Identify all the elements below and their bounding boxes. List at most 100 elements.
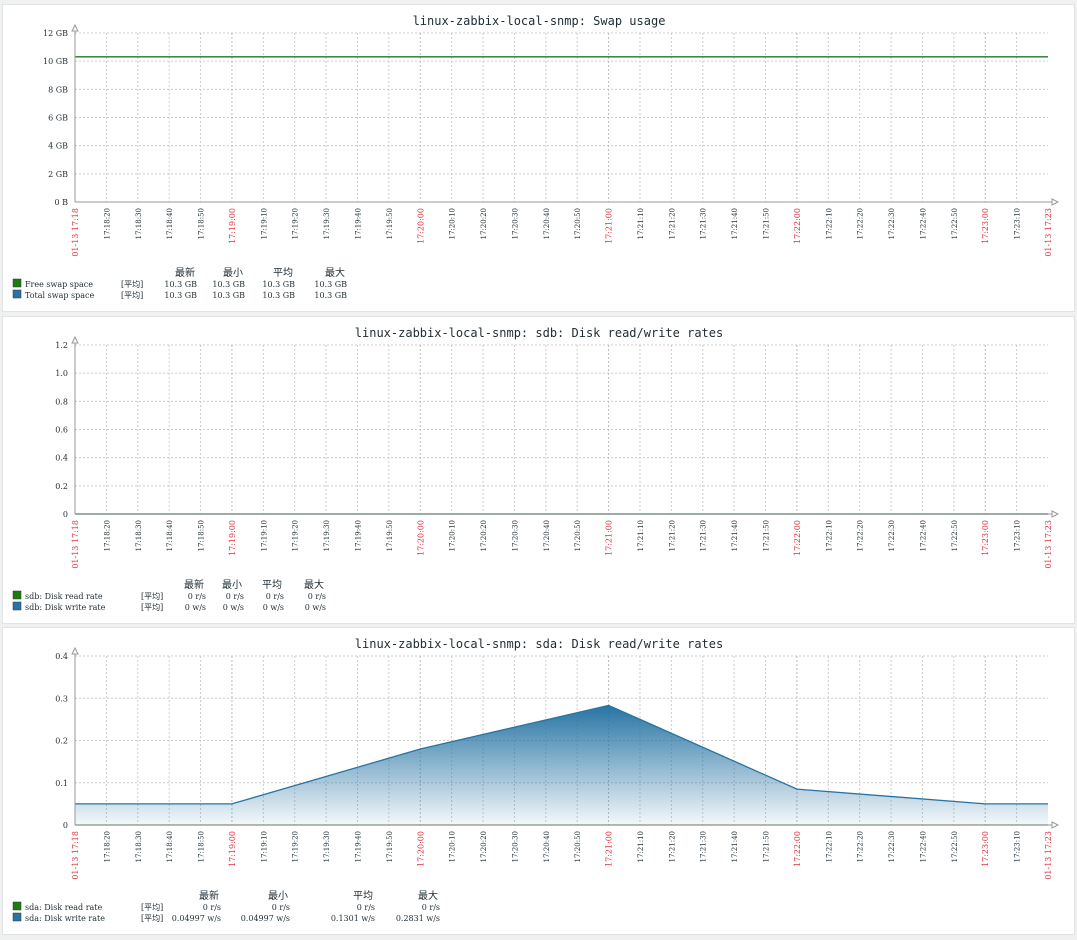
legend-stat-value: 0 r/s	[266, 592, 284, 601]
x-tick-label: 17:22:40	[919, 831, 927, 862]
legend-stat-value: 0 r/s	[226, 592, 244, 601]
x-start-label: 01-13 17:18	[71, 208, 80, 257]
y-axis-arrow	[71, 646, 79, 655]
x-tick-label: 17:22:00	[793, 208, 802, 244]
x-tick-label: 17:21:20	[668, 831, 676, 862]
x-tick-label: 17:20:20	[480, 520, 488, 551]
y-tick-label: 0.2	[55, 482, 68, 491]
legend-header: 最小	[268, 890, 288, 902]
x-tick-label: 17:19:50	[386, 208, 394, 239]
x-tick-label: 17:18:30	[135, 208, 143, 239]
x-tick-label: 17:22:00	[793, 520, 802, 556]
x-tick-label: 17:21:10	[637, 208, 645, 239]
legend-stat-value: 0.1301 w/s	[331, 914, 375, 923]
x-tick-label: 17:22:30	[888, 520, 896, 551]
x-tick-label: 17:21:10	[637, 520, 645, 551]
legend-stat-value: 10.3 GB	[262, 280, 295, 289]
x-tick-label: 17:21:50	[763, 208, 771, 239]
x-tick-label: 17:18:20	[103, 520, 111, 551]
legend-series-name: sda: Disk read rate	[25, 903, 103, 912]
y-tick-label: 8 GB	[48, 85, 68, 94]
legend-swatch	[12, 601, 22, 611]
x-tick-label: 17:19:10	[260, 831, 268, 862]
legend-stat-value: 0 w/s	[185, 603, 206, 612]
sdb-disk-rates-graph-panel: linux-zabbix-local-snmp: sdb: Disk read/…	[2, 316, 1075, 624]
x-tick-label: 17:20:40	[543, 208, 551, 239]
x-tick-label: 17:22:10	[825, 831, 833, 862]
legend-stat-value: 0 r/s	[203, 903, 221, 912]
x-tick-label: 17:20:00	[416, 520, 425, 556]
legend-header: 最小	[223, 267, 243, 279]
legend-function: [平均]	[141, 913, 163, 923]
y-tick-label: 0.2	[55, 737, 68, 746]
x-tick-label: 17:20:10	[449, 831, 457, 862]
y-axis-arrow	[71, 23, 79, 32]
y-tick-label: 6 GB	[48, 114, 68, 123]
x-tick-label: 17:19:00	[228, 831, 237, 867]
x-tick-label: 17:20:40	[543, 831, 551, 862]
legend-header: 最新	[184, 578, 204, 591]
x-tick-label: 17:21:30	[700, 208, 708, 239]
x-tick-label: 17:20:40	[543, 520, 551, 551]
x-tick-label: 17:23:00	[981, 520, 990, 556]
x-tick-label: 17:20:00	[416, 208, 425, 244]
legend-stat-value: 0 w/s	[263, 603, 284, 612]
x-tick-label: 17:22:00	[793, 831, 802, 867]
legend-stat-value: 0.04997 w/s	[172, 914, 221, 923]
x-end-label: 01-13 17:23	[1044, 208, 1053, 257]
x-tick-label: 17:21:50	[763, 831, 771, 862]
x-tick-label: 17:22:40	[919, 520, 927, 551]
legend-stat-value: 10.3 GB	[212, 280, 245, 289]
legend-header: 最大	[304, 578, 324, 591]
x-tick-label: 17:21:40	[731, 831, 739, 862]
x-tick-label: 17:23:00	[981, 831, 990, 867]
x-tick-label: 17:21:10	[637, 831, 645, 862]
x-tick-label: 17:19:10	[260, 520, 268, 551]
chart-title: linux-zabbix-local-snmp: sdb: Disk read/…	[355, 326, 723, 340]
x-tick-label: 17:23:00	[981, 208, 990, 244]
x-tick-label: 17:22:50	[951, 208, 959, 239]
legend-header: 最大	[418, 889, 438, 902]
y-tick-label: 1.2	[55, 341, 68, 350]
x-tick-label: 17:20:20	[480, 208, 488, 239]
x-tick-label: 17:22:10	[825, 208, 833, 239]
y-tick-label: 0.3	[55, 694, 68, 703]
x-tick-label: 17:19:50	[386, 520, 394, 551]
legend-function: [平均]	[141, 602, 163, 612]
x-tick-label: 17:19:40	[354, 208, 362, 239]
x-tick-label: 17:19:20	[292, 208, 300, 239]
x-tick-label: 17:22:20	[857, 831, 865, 862]
x-tick-label: 17:20:10	[449, 520, 457, 551]
legend-series-name: sda: Disk write rate	[25, 914, 105, 923]
x-tick-label: 17:21:00	[605, 831, 614, 867]
x-tick-label: 17:23:10	[1014, 208, 1022, 239]
x-tick-label: 17:20:30	[511, 831, 519, 862]
swap-usage-graph: linux-zabbix-local-snmp: Swap usage 0 B 2 …	[12, 14, 1060, 300]
x-tick-label: 17:22:50	[951, 831, 959, 862]
legend-series-name: sdb: Disk write rate	[25, 603, 106, 612]
x-tick-label: 17:22:50	[951, 520, 959, 551]
legend-header: 最小	[222, 579, 242, 591]
legend-series-name: Total swap space	[25, 291, 94, 300]
legend-header: 平均	[353, 890, 373, 902]
legend-stat-value: 10.3 GB	[314, 280, 347, 289]
x-tick-label: 17:21:30	[700, 831, 708, 862]
y-tick-label: 0.4	[55, 652, 68, 661]
x-tick-label: 17:22:30	[888, 208, 896, 239]
legend-function: [平均]	[141, 591, 163, 601]
y-tick-label: 0	[63, 821, 68, 830]
x-tick-label: 17:19:00	[228, 520, 237, 556]
y-tick-label: 4 GB	[48, 142, 68, 151]
x-tick-label: 17:22:40	[919, 208, 927, 239]
legend-header: 最新	[175, 266, 195, 279]
legend-series-name: sdb: Disk read rate	[25, 592, 103, 601]
legend-series-name: Free swap space	[25, 280, 93, 289]
y-tick-label: 0 B	[54, 198, 68, 207]
x-tick-label: 17:21:20	[668, 208, 676, 239]
legend-function: [平均]	[121, 279, 143, 289]
x-tick-label: 17:22:20	[857, 520, 865, 551]
legend-stat-value: 0 r/s	[272, 903, 290, 912]
legend-header: 最大	[325, 266, 345, 279]
series-line-sda-disk-write-rate	[75, 704, 1048, 805]
x-tick-label: 17:21:40	[731, 208, 739, 239]
